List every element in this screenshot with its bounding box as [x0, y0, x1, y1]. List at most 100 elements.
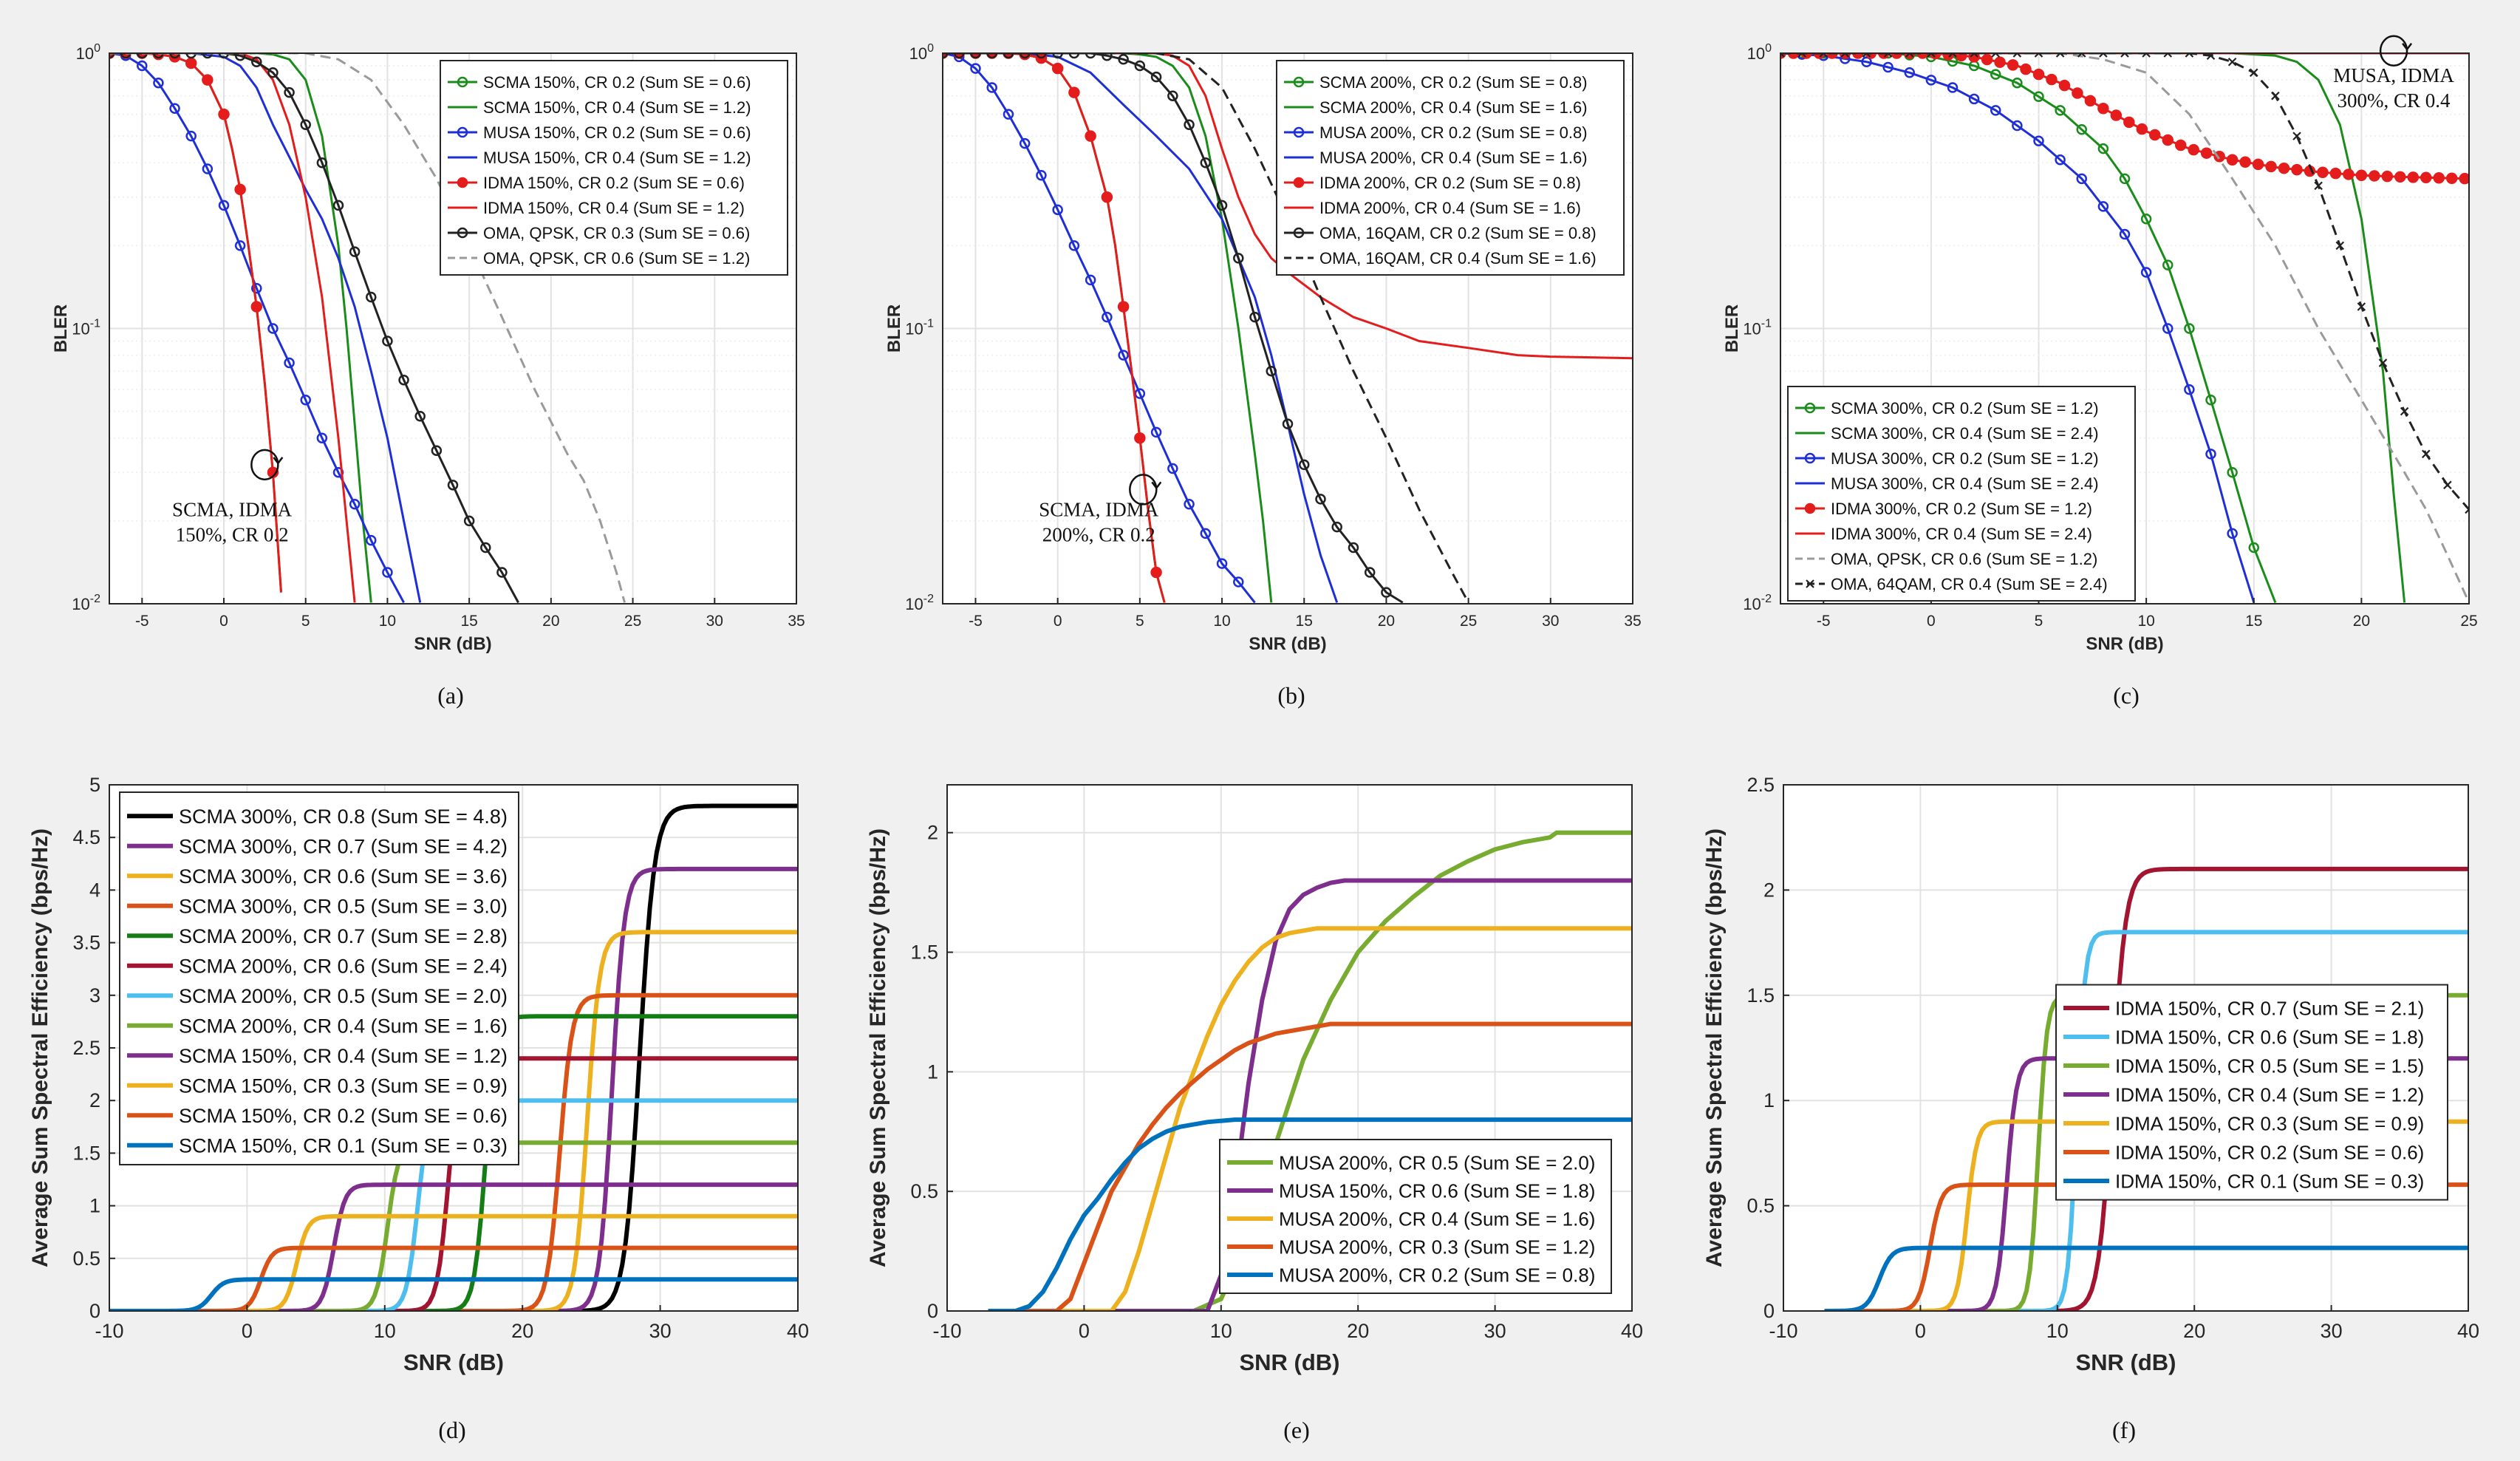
data-point [1364, 567, 1376, 578]
legend-marker [1804, 452, 1816, 464]
data-point [1118, 350, 1129, 361]
legend-marker [1293, 227, 1305, 239]
legend-entry: SCMA 200%, CR 0.4 (Sum SE = 1.6) [179, 1015, 508, 1037]
series-line [1780, 53, 2256, 603]
annotation-ellipse [1129, 474, 1158, 505]
y-tick-label: 10-1 [905, 318, 934, 338]
data-point [1780, 53, 1785, 58]
legend-box [1219, 1139, 1612, 1294]
series-line [1780, 53, 2277, 603]
legend-entry: OMA, 16QAM, CR 0.2 (Sum SE = 0.8) [1319, 224, 1597, 242]
data-point [2205, 449, 2216, 460]
data-point [2076, 124, 2087, 135]
data-point [1948, 53, 1957, 58]
legend-entry: IDMA 150%, CR 0.3 (Sum SE = 0.9) [2115, 1112, 2424, 1134]
data-point [234, 53, 246, 61]
data-point [1991, 53, 2001, 58]
legend: MUSA 200%, CR 0.5 (Sum SE = 2.0) MUSA 150… [1219, 1139, 1612, 1294]
data-point [1102, 53, 1113, 61]
annotation-ellipse [2379, 35, 2408, 67]
data-point [1102, 311, 1113, 323]
x-tick-label: 30 [1484, 1320, 1506, 1342]
legend-entry: SCMA 150%, CR 0.4 (Sum SE = 1.2) [483, 98, 751, 117]
legend-marker [457, 76, 468, 88]
series-line [109, 53, 422, 603]
data-point [447, 480, 459, 491]
legend-entry: IDMA 150%, CR 0.2 (Sum SE = 0.6) [2115, 1141, 2424, 1163]
data-point [1927, 53, 1936, 58]
y-tick-label: 10-2 [905, 593, 934, 613]
y-tick-label: 0.5 [72, 1247, 100, 1270]
data-point [1184, 119, 1195, 130]
data-point [2032, 68, 2045, 81]
data-point [1167, 463, 1178, 474]
legend-marker [1806, 579, 1814, 588]
data-point [1348, 542, 1359, 554]
data-point [267, 323, 279, 334]
x-axis-label: SNR (dB) [414, 634, 491, 654]
data-point [1134, 432, 1146, 444]
x-tick-label: 10 [379, 613, 396, 630]
data-point [970, 53, 981, 59]
x-tick-label: 10 [374, 1320, 396, 1342]
annotation-text: 150%, CR 0.2 [176, 524, 289, 546]
x-tick-label: 0 [1079, 1320, 1090, 1342]
data-point [1003, 109, 1014, 120]
x-tick-label: 30 [706, 613, 723, 630]
legend-entry: OMA, QPSK, CR 0.3 (Sum SE = 0.6) [483, 224, 750, 242]
data-point [1797, 53, 1806, 58]
x-tick-label: 20 [1347, 1320, 1369, 1342]
data-point [1200, 528, 1212, 539]
series-line [109, 1014, 798, 1311]
data-point [2188, 143, 2199, 156]
data-point [1968, 93, 1980, 105]
data-point [2120, 53, 2129, 58]
data-point [2239, 156, 2251, 168]
axes-box [942, 52, 1633, 605]
data-point [1826, 53, 1838, 59]
data-point [2055, 105, 2066, 116]
data-point [2162, 134, 2174, 146]
x-tick-label: 20 [511, 1320, 533, 1342]
data-point [137, 53, 148, 59]
legend-box [119, 791, 519, 1165]
x-tick-label: 20 [1378, 613, 1395, 630]
data-point [953, 53, 965, 63]
series-line [1824, 1245, 2468, 1311]
data-point [2420, 171, 2432, 184]
legend-entry: OMA, 64QAM, CR 0.4 (Sum SE = 2.4) [1831, 575, 2108, 593]
legend-marker [1804, 503, 1816, 514]
y-tick-label: 100 [76, 42, 100, 63]
y-tick-label: 1.5 [72, 1142, 100, 1164]
data-point [1216, 200, 1228, 211]
data-point [2248, 542, 2259, 554]
subfigure-label: (c) [2113, 682, 2140, 709]
legend-entry: SCMA 300%, CR 0.6 (Sum SE = 3.6) [179, 865, 508, 888]
data-point [1862, 53, 1871, 58]
annotation-arrow [2402, 43, 2413, 50]
data-point [2142, 53, 2151, 58]
data-point [2369, 170, 2380, 182]
legend-marker [1293, 126, 1305, 138]
y-tick-label: 1 [89, 1195, 100, 1217]
subfigure-label: (d) [438, 1417, 465, 1443]
x-tick-label: 40 [1621, 1320, 1643, 1342]
y-tick-label: 2 [1763, 879, 1775, 901]
data-point [1947, 82, 1959, 93]
data-point [300, 119, 311, 130]
data-point [382, 567, 393, 578]
data-point [1085, 53, 1096, 59]
data-point [2136, 123, 2148, 135]
data-point [2058, 79, 2071, 92]
x-tick-label: -10 [932, 1320, 961, 1342]
legend-entry: IDMA 150%, CR 0.5 (Sum SE = 1.5) [2115, 1055, 2424, 1077]
data-point [284, 86, 295, 98]
series-line [109, 53, 405, 604]
data-point [1266, 365, 1277, 377]
legend-entry: MUSA 200%, CR 0.5 (Sum SE = 2.0) [1279, 1151, 1595, 1174]
data-point [2394, 171, 2406, 183]
legend-entry: SCMA 200%, CR 0.6 (Sum SE = 2.4) [179, 955, 508, 977]
data-point [1233, 253, 1244, 264]
